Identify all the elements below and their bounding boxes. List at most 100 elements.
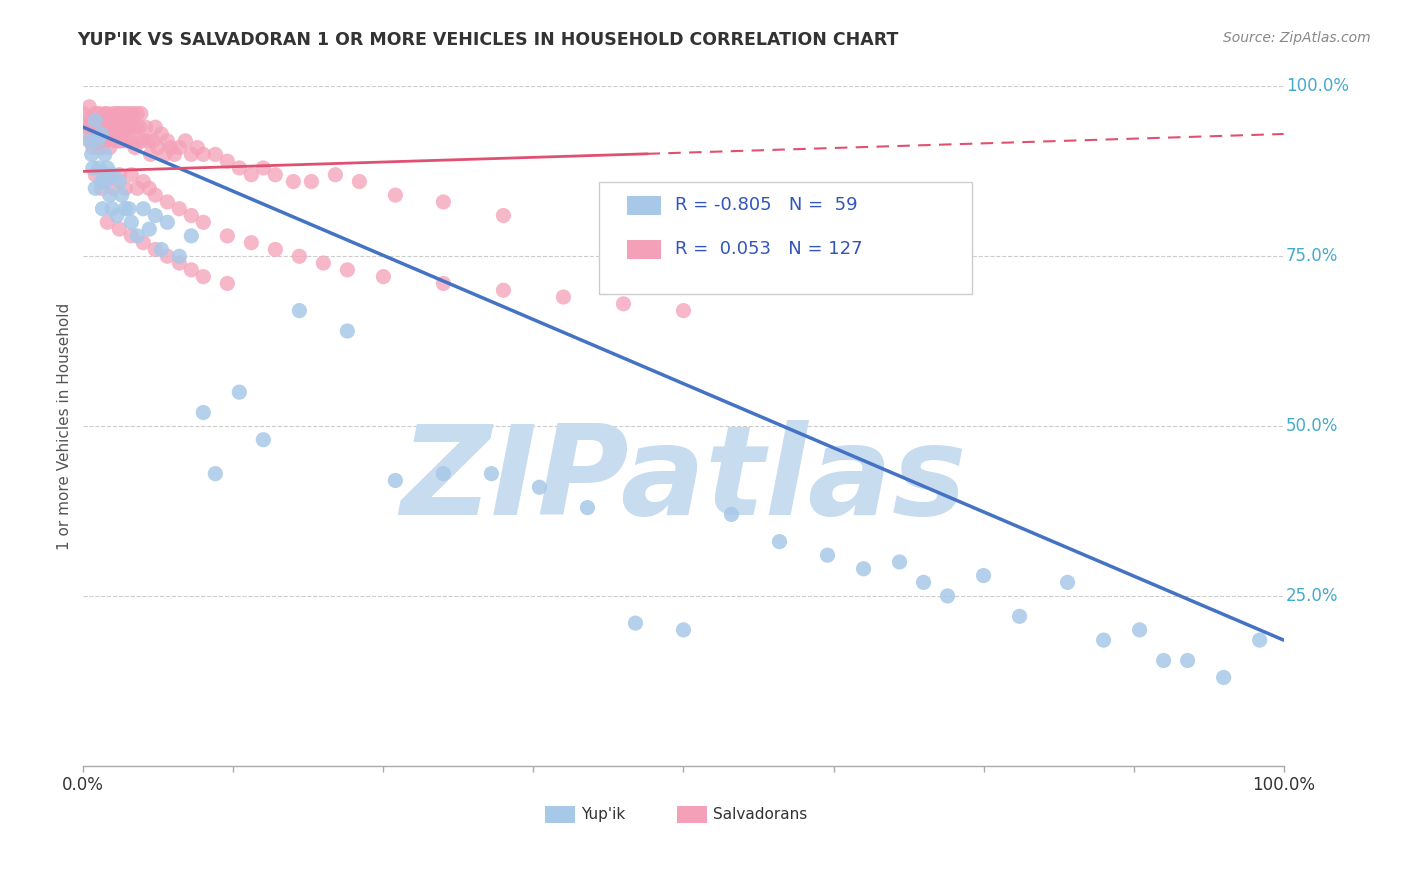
- Point: [240, 235, 263, 250]
- Point: [76, 120, 98, 135]
- Point: [120, 168, 142, 182]
- Point: [108, 222, 131, 236]
- Point: [103, 120, 125, 135]
- Point: [89, 140, 111, 154]
- Point: [1249, 633, 1271, 648]
- Point: [87, 106, 110, 120]
- Point: [117, 134, 139, 148]
- Point: [100, 113, 122, 128]
- Bar: [627, 196, 661, 215]
- Point: [180, 263, 202, 277]
- Point: [132, 134, 155, 148]
- Point: [79, 134, 101, 148]
- Point: [121, 120, 143, 135]
- Point: [432, 277, 454, 291]
- Point: [240, 168, 263, 182]
- Point: [127, 181, 149, 195]
- Point: [122, 106, 145, 120]
- Point: [312, 256, 335, 270]
- Point: [169, 256, 191, 270]
- Point: [114, 120, 136, 135]
- Point: [98, 120, 121, 135]
- Point: [82, 120, 104, 135]
- Point: [120, 215, 142, 229]
- Point: [720, 508, 742, 522]
- Point: [228, 385, 250, 400]
- Point: [96, 161, 118, 175]
- Point: [108, 120, 131, 135]
- Point: [105, 106, 128, 120]
- Point: [150, 127, 173, 141]
- Point: [174, 134, 197, 148]
- Point: [107, 134, 129, 148]
- Point: [252, 161, 274, 175]
- Point: [264, 168, 287, 182]
- Text: Salvadorans: Salvadorans: [713, 806, 807, 822]
- Point: [384, 474, 406, 488]
- Point: [624, 616, 647, 631]
- Text: YUP'IK VS SALVADORAN 1 OR MORE VEHICLES IN HOUSEHOLD CORRELATION CHART: YUP'IK VS SALVADORAN 1 OR MORE VEHICLES …: [77, 31, 898, 49]
- Point: [132, 175, 155, 189]
- Point: [217, 277, 239, 291]
- Point: [1177, 653, 1199, 667]
- Text: 25.0%: 25.0%: [1286, 587, 1339, 605]
- Point: [143, 209, 166, 223]
- Point: [817, 548, 839, 562]
- Point: [127, 228, 149, 243]
- Point: [204, 467, 226, 481]
- Point: [852, 562, 875, 576]
- Point: [93, 127, 115, 141]
- Point: [132, 235, 155, 250]
- Point: [86, 113, 108, 128]
- Point: [120, 106, 142, 120]
- Point: [82, 161, 104, 175]
- Point: [576, 500, 599, 515]
- Point: [124, 140, 146, 154]
- Point: [114, 202, 136, 216]
- Point: [612, 297, 634, 311]
- Point: [94, 175, 117, 189]
- Point: [336, 324, 359, 338]
- Point: [156, 134, 179, 148]
- Point: [94, 134, 117, 148]
- Point: [111, 106, 134, 120]
- Point: [146, 140, 169, 154]
- Point: [1092, 633, 1115, 648]
- Point: [142, 134, 165, 148]
- Text: ZIPatlas: ZIPatlas: [401, 420, 967, 541]
- Point: [114, 181, 136, 195]
- Point: [83, 113, 105, 128]
- Point: [150, 243, 173, 257]
- Point: [118, 120, 141, 135]
- Point: [86, 134, 108, 148]
- Point: [87, 127, 110, 141]
- Point: [672, 623, 695, 637]
- Point: [143, 243, 166, 257]
- Point: [79, 127, 101, 141]
- Point: [672, 303, 695, 318]
- Point: [94, 106, 117, 120]
- Point: [889, 555, 911, 569]
- Point: [432, 467, 454, 481]
- Point: [128, 120, 150, 135]
- Point: [169, 249, 191, 263]
- Point: [84, 113, 107, 128]
- Point: [768, 534, 790, 549]
- Point: [138, 222, 160, 236]
- Point: [118, 202, 141, 216]
- Point: [384, 188, 406, 202]
- Point: [193, 215, 215, 229]
- Point: [101, 202, 124, 216]
- Point: [912, 575, 935, 590]
- Point: [129, 106, 152, 120]
- Point: [217, 154, 239, 169]
- Point: [104, 120, 127, 135]
- Point: [72, 106, 94, 120]
- Point: [96, 127, 118, 141]
- Point: [156, 194, 179, 209]
- Point: [82, 140, 104, 154]
- Point: [288, 249, 311, 263]
- Point: [193, 147, 215, 161]
- Point: [193, 405, 215, 419]
- Point: [228, 161, 250, 175]
